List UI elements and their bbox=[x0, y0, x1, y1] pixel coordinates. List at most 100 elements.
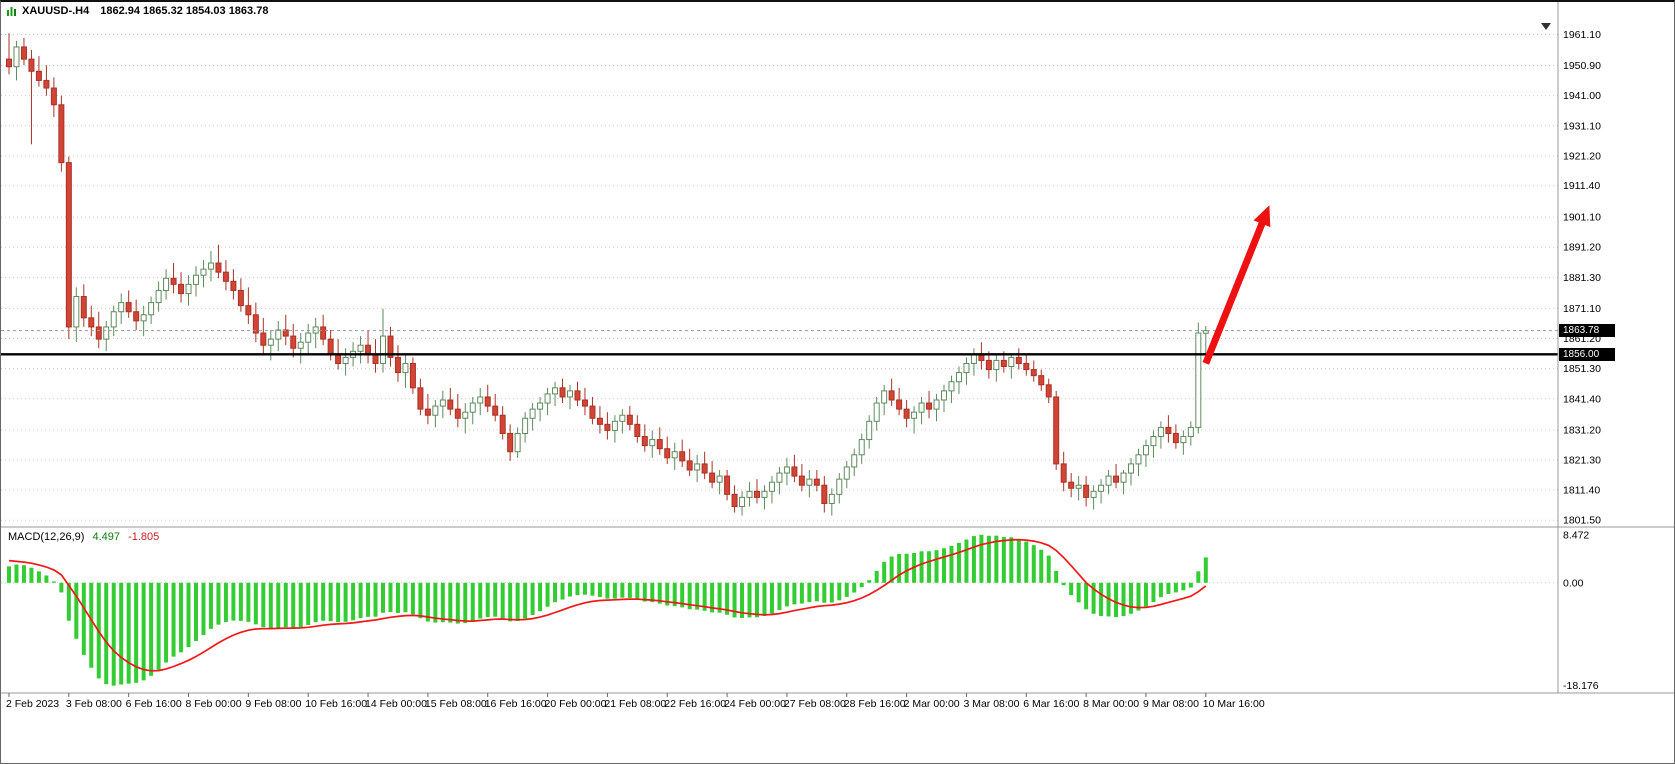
macd-histogram-bar bbox=[21, 565, 26, 583]
macd-histogram-bar bbox=[194, 582, 198, 642]
macd-histogram-bar bbox=[493, 582, 498, 617]
chart-shift-marker-icon[interactable] bbox=[1541, 23, 1551, 30]
candle bbox=[619, 409, 626, 434]
candle bbox=[918, 396, 925, 425]
macd-histogram-bar bbox=[680, 582, 685, 608]
candle bbox=[447, 387, 454, 416]
macd-histogram-bar bbox=[321, 582, 326, 621]
macd-histogram-bar bbox=[1016, 538, 1021, 583]
candle bbox=[290, 323, 297, 358]
macd-histogram-bar bbox=[605, 582, 610, 599]
candle bbox=[1008, 354, 1015, 379]
time-axis-label: 14 Feb 00:00 bbox=[365, 698, 427, 710]
time-axis-label: 27 Feb 08:00 bbox=[784, 698, 846, 710]
candle bbox=[1142, 439, 1149, 467]
macd-histogram-bar bbox=[837, 582, 842, 601]
macd-histogram-bar bbox=[612, 582, 617, 599]
macd-histogram-bar bbox=[568, 582, 572, 597]
macd-histogram-bar bbox=[89, 582, 94, 668]
candle bbox=[454, 393, 461, 428]
macd-histogram-bar bbox=[762, 582, 767, 617]
candle bbox=[507, 424, 514, 461]
candle bbox=[679, 439, 686, 467]
candle bbox=[933, 393, 940, 422]
macd-histogram-bar bbox=[859, 582, 864, 588]
candle bbox=[380, 308, 386, 373]
candle bbox=[28, 50, 35, 145]
macd-histogram-bar bbox=[575, 582, 580, 596]
macd-histogram-bar bbox=[7, 566, 11, 583]
macd-histogram-bar bbox=[268, 582, 273, 629]
macd-histogram-bar bbox=[882, 561, 887, 583]
time-axis-label: 21 Feb 08:00 bbox=[604, 698, 666, 710]
candle bbox=[260, 317, 267, 355]
macd-histogram-bar bbox=[1151, 582, 1156, 603]
candle bbox=[43, 65, 50, 96]
time-axis-label: 9 Feb 08:00 bbox=[245, 698, 301, 710]
trend-arrow[interactable] bbox=[1202, 205, 1271, 365]
candle bbox=[664, 436, 671, 464]
candle bbox=[417, 378, 424, 416]
candle bbox=[95, 311, 102, 349]
macd-histogram-bar bbox=[769, 582, 774, 614]
macd-tick-label: 8.472 bbox=[1563, 529, 1589, 541]
time-axis-label: 3 Mar 08:00 bbox=[963, 698, 1019, 710]
candle bbox=[724, 470, 731, 501]
macd-histogram-bar bbox=[874, 570, 879, 583]
macd-histogram-bar bbox=[403, 582, 408, 613]
candle bbox=[13, 40, 20, 81]
candle bbox=[1090, 485, 1097, 510]
price-tick-label: 1841.40 bbox=[1563, 393, 1601, 405]
macd-tick-label: -18.176 bbox=[1563, 680, 1599, 692]
macd-histogram-bar bbox=[695, 582, 700, 610]
candle bbox=[836, 473, 843, 504]
candle bbox=[193, 266, 199, 297]
macd-histogram-bar bbox=[433, 582, 438, 623]
price-tick-label: 1871.10 bbox=[1563, 303, 1601, 315]
candle bbox=[215, 244, 222, 279]
macd-histogram-bar bbox=[784, 582, 789, 607]
candle bbox=[581, 387, 588, 416]
candle bbox=[103, 320, 110, 352]
macd-histogram-bar bbox=[717, 582, 722, 613]
candle bbox=[1195, 322, 1202, 434]
candle bbox=[559, 378, 566, 404]
candle bbox=[843, 460, 850, 489]
bid-price-badge: 1863.78 bbox=[1559, 324, 1615, 338]
candle bbox=[529, 403, 536, 431]
macd-histogram-bar bbox=[620, 582, 625, 598]
macd-histogram-bar bbox=[956, 542, 961, 583]
macd-histogram-bar bbox=[313, 582, 318, 623]
macd-histogram-bar bbox=[36, 571, 41, 583]
macd-histogram-bar bbox=[508, 582, 513, 622]
candle bbox=[1180, 430, 1187, 455]
candle bbox=[65, 156, 72, 340]
candle bbox=[985, 351, 992, 379]
macd-histogram-bar bbox=[51, 581, 56, 583]
candle bbox=[813, 470, 820, 492]
macd-histogram-bar bbox=[238, 582, 243, 621]
candle bbox=[552, 381, 559, 407]
macd-histogram-bar bbox=[119, 582, 124, 685]
macd-histogram-bar bbox=[994, 535, 999, 583]
macd-histogram-bar bbox=[440, 582, 445, 623]
macd-histogram-bar bbox=[725, 582, 730, 615]
candle bbox=[641, 424, 648, 452]
macd-histogram-bar bbox=[59, 582, 64, 593]
time-axis-label: 2 Feb 2023 bbox=[6, 698, 59, 710]
macd-histogram-bar bbox=[149, 582, 154, 676]
candle bbox=[746, 482, 753, 507]
macd-histogram-bar bbox=[582, 582, 587, 595]
arrow-shaft[interactable] bbox=[1202, 218, 1267, 365]
time-axis-label: 9 Mar 08:00 bbox=[1143, 698, 1199, 710]
candle bbox=[155, 281, 162, 312]
macd-histogram-bar bbox=[530, 582, 535, 616]
candle bbox=[148, 296, 155, 324]
time-axis-label: 15 Feb 08:00 bbox=[425, 698, 487, 710]
candle bbox=[514, 427, 521, 458]
candle bbox=[297, 333, 304, 364]
hline-price-badge: 1856.00 bbox=[1559, 347, 1615, 361]
